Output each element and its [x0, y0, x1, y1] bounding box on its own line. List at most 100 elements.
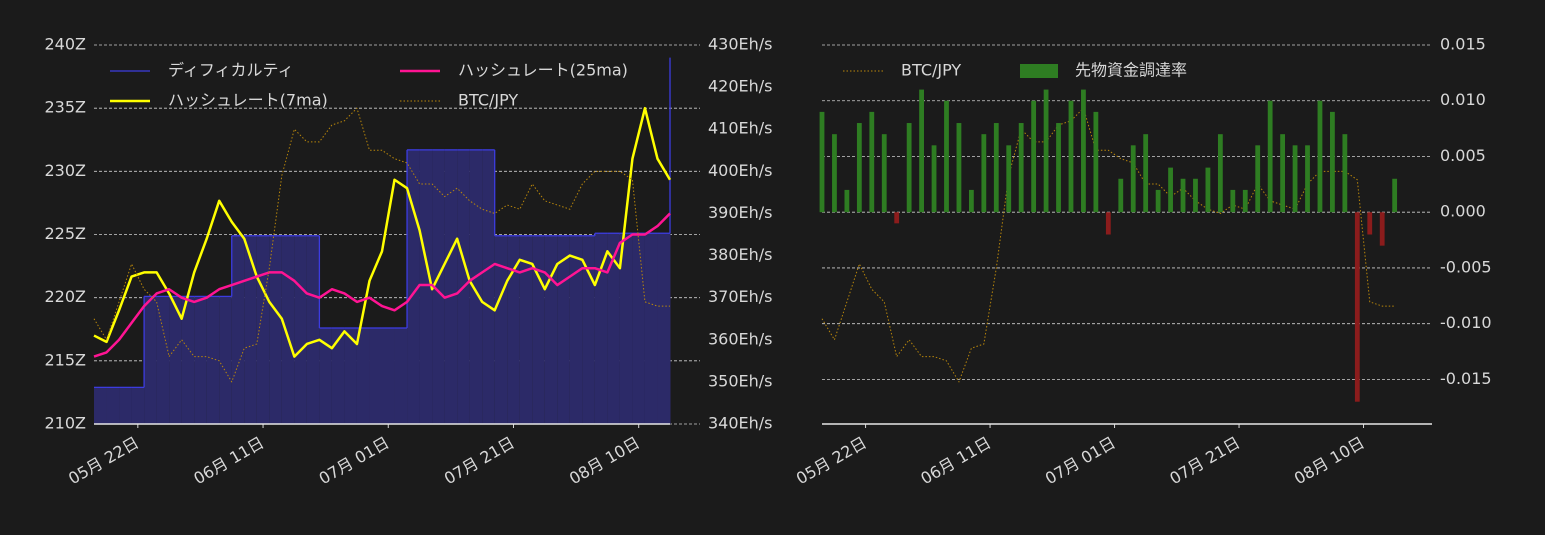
bar: [1354, 212, 1360, 402]
area-step: [657, 233, 670, 424]
y-tick-label: 215Z: [45, 350, 87, 369]
area-step: [582, 235, 595, 424]
bar: [944, 100, 949, 213]
bar: [968, 189, 974, 213]
bar: [1193, 178, 1198, 213]
area-step: [106, 387, 120, 424]
bar: [906, 123, 912, 213]
y-tick-label: 235Z: [45, 98, 87, 117]
area-step: [256, 235, 270, 424]
area-step: [482, 149, 495, 424]
bar: [1342, 134, 1348, 213]
area-step: [194, 296, 207, 424]
bar: [881, 134, 887, 213]
bar: [1155, 189, 1161, 213]
y2-tick-label: -0.010: [1440, 313, 1492, 332]
area-step: [356, 327, 370, 424]
y-tick-label: 220Z: [45, 287, 87, 306]
area-step: [369, 327, 382, 424]
y2-tick-label: 0.015: [1440, 35, 1486, 54]
area-step: [419, 149, 433, 424]
bar: [1367, 212, 1373, 235]
bar: [1317, 100, 1323, 213]
bar: [894, 212, 900, 224]
bar: [1392, 178, 1398, 213]
y2-tick-label: 420Eh/s: [708, 77, 773, 96]
area-step: [594, 233, 608, 424]
y2-tick-label: 380Eh/s: [708, 245, 773, 264]
area-step: [494, 235, 508, 424]
line-series: [93, 107, 670, 383]
area-step: [670, 57, 671, 425]
area-step: [156, 296, 170, 424]
y2-tick-label: 370Eh/s: [708, 287, 773, 306]
bar: [1143, 134, 1149, 213]
area-step: [344, 327, 357, 424]
bar: [832, 134, 837, 213]
bar: [1056, 123, 1061, 213]
area-step: [231, 235, 245, 424]
area-step: [382, 327, 395, 424]
area-step: [219, 296, 232, 424]
y2-tick-label: 0.005: [1440, 146, 1486, 165]
area-step: [319, 327, 332, 424]
bar: [1068, 100, 1074, 213]
bar: [1280, 134, 1286, 213]
area-step: [619, 233, 633, 424]
area-step: [269, 235, 282, 424]
bar: [956, 123, 962, 213]
area-step: [394, 327, 408, 424]
y2-tick-label: -0.015: [1440, 369, 1492, 388]
area-step: [144, 296, 157, 424]
area-step: [569, 235, 583, 424]
y-tick-label: 240Z: [45, 35, 87, 54]
legend-label: BTC/JPY: [901, 61, 961, 80]
bar: [993, 123, 999, 213]
bar: [1205, 167, 1211, 213]
bar: [1267, 100, 1273, 213]
y2-tick-label: 0.000: [1440, 202, 1486, 221]
y2-tick-label: 430Eh/s: [708, 35, 773, 54]
bar: [844, 189, 850, 213]
area-step: [294, 235, 307, 424]
bar: [1255, 145, 1261, 213]
bar: [1230, 189, 1236, 213]
bar: [931, 145, 937, 213]
y2-tick-label: 390Eh/s: [708, 203, 773, 222]
bar: [1118, 178, 1124, 213]
bar: [869, 111, 875, 213]
bar: [1043, 89, 1049, 213]
y2-tick-label: 0.010: [1440, 90, 1486, 109]
area-step: [181, 296, 195, 424]
bar: [1031, 100, 1037, 213]
area-step: [281, 235, 295, 424]
area-step: [306, 235, 320, 424]
bar: [1093, 111, 1099, 213]
line-series: [821, 107, 1395, 383]
bar: [1242, 189, 1248, 213]
bar: [1130, 145, 1136, 213]
area-step: [119, 387, 132, 424]
area-step: [169, 296, 182, 424]
bar: [1330, 111, 1335, 213]
area-step: [94, 387, 107, 424]
area-step: [244, 235, 257, 424]
area-step: [532, 235, 545, 424]
bar: [981, 134, 987, 213]
area-step: [444, 149, 458, 424]
y2-tick-label: 410Eh/s: [708, 119, 773, 138]
legend-label: ディフィカルティ: [168, 61, 294, 80]
area-step: [331, 327, 345, 424]
y2-tick-label: -0.005: [1440, 257, 1492, 276]
bar: [1292, 145, 1298, 213]
area-step: [206, 296, 220, 424]
bar: [856, 123, 862, 213]
bar: [1105, 212, 1111, 235]
area-step: [607, 233, 620, 424]
bar: [1379, 212, 1385, 246]
bar: [1168, 167, 1173, 213]
y-tick-label: 210Z: [45, 414, 87, 433]
bar: [1006, 145, 1012, 213]
